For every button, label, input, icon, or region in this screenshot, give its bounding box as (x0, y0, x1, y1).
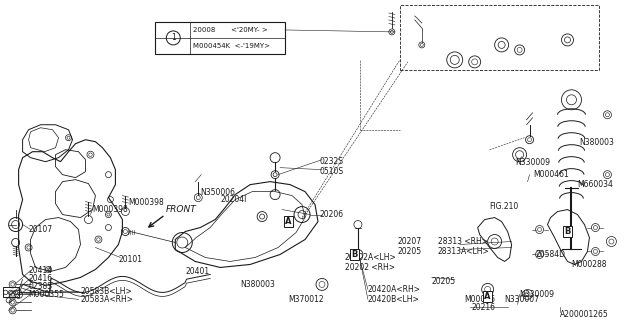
Text: B: B (564, 227, 571, 236)
Text: 20205: 20205 (432, 277, 456, 286)
Text: 20205: 20205 (398, 247, 422, 256)
Text: M000398: M000398 (92, 205, 128, 214)
Text: M370012: M370012 (288, 295, 324, 304)
Text: M000355: M000355 (29, 290, 65, 299)
Text: M000288: M000288 (572, 260, 607, 269)
Text: 20420B<LH>: 20420B<LH> (368, 295, 420, 304)
Text: N380003: N380003 (240, 280, 275, 289)
Text: 20414: 20414 (29, 266, 52, 275)
Text: 20216: 20216 (472, 303, 496, 312)
Text: 0232S: 0232S (320, 157, 344, 166)
Text: 20107: 20107 (29, 225, 52, 234)
Text: 20008       <'20MY- >: 20008 <'20MY- > (193, 27, 268, 33)
Text: N330007: N330007 (504, 295, 540, 304)
Text: N350006: N350006 (200, 188, 236, 197)
Text: 20202 <RH>: 20202 <RH> (345, 263, 395, 272)
Text: 28313 <RH>: 28313 <RH> (438, 237, 488, 246)
Text: 0510S: 0510S (320, 167, 344, 176)
Text: 20204I: 20204I (220, 195, 246, 204)
Text: 20583B<LH>: 20583B<LH> (81, 287, 132, 296)
Text: 28313A<LH>: 28313A<LH> (438, 247, 490, 256)
Text: 20202A<LH>: 20202A<LH> (345, 253, 397, 262)
Text: A: A (285, 217, 291, 226)
Text: 20401: 20401 (185, 267, 209, 276)
Text: M00006: M00006 (465, 295, 496, 304)
Text: 20420A<RH>: 20420A<RH> (368, 285, 421, 294)
Text: M000398: M000398 (129, 198, 164, 207)
Text: 20101: 20101 (118, 255, 143, 264)
Text: 1: 1 (171, 33, 175, 43)
Text: 20207: 20207 (398, 237, 422, 246)
Text: N330009: N330009 (516, 158, 550, 167)
Bar (156, 22, 285, 54)
Text: 0238S: 0238S (29, 282, 52, 291)
Text: B: B (352, 250, 358, 259)
Text: 20206: 20206 (320, 210, 344, 219)
Text: N330009: N330009 (520, 290, 555, 299)
Text: M000461: M000461 (534, 170, 570, 179)
Text: M000454K  <-'19MY>: M000454K <-'19MY> (193, 43, 270, 49)
Text: 20583A<RH>: 20583A<RH> (81, 295, 134, 304)
Text: FIG.210: FIG.210 (490, 202, 519, 211)
Text: A: A (484, 292, 491, 301)
Text: N380003: N380003 (579, 138, 614, 147)
Text: 20416: 20416 (29, 274, 52, 283)
Bar (400, 5, 600, 70)
Text: FRONT: FRONT (165, 205, 196, 214)
Text: 20584D: 20584D (536, 250, 566, 259)
Text: A200001265: A200001265 (559, 310, 608, 319)
Text: M660034: M660034 (577, 180, 613, 189)
